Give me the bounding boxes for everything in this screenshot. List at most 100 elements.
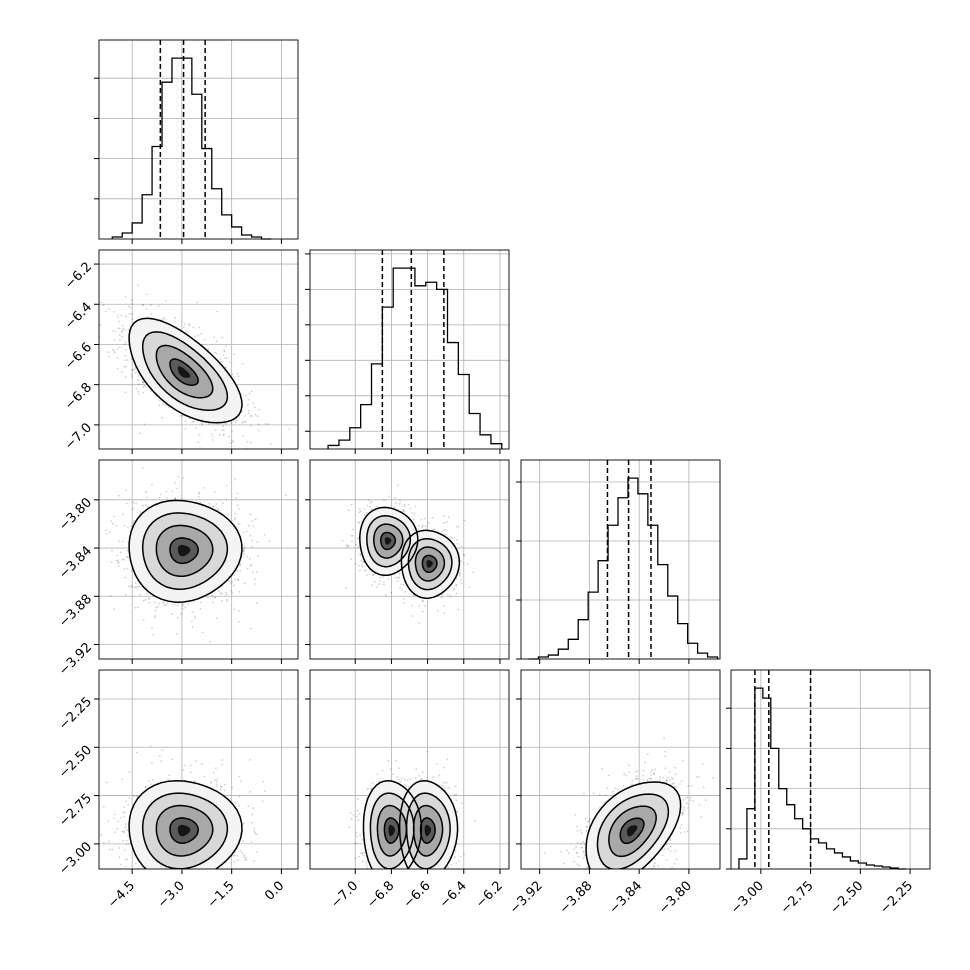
scatter-point bbox=[242, 531, 245, 534]
scatter-point bbox=[109, 595, 112, 597]
scatter-point bbox=[208, 502, 211, 505]
scatter-point bbox=[345, 587, 347, 589]
scatter-point bbox=[180, 612, 182, 615]
scatter-point bbox=[248, 409, 251, 412]
scatter-point bbox=[127, 305, 130, 308]
scatter-point bbox=[207, 348, 210, 351]
scatter-point bbox=[226, 513, 229, 516]
scatter-point bbox=[434, 528, 436, 530]
scatter-point bbox=[239, 564, 242, 567]
scatter-point bbox=[213, 596, 216, 599]
scatter-point bbox=[115, 559, 118, 562]
scatter-point bbox=[350, 558, 352, 561]
scatter-point bbox=[160, 416, 163, 419]
scatter-point bbox=[116, 828, 119, 830]
scatter-point bbox=[174, 497, 177, 500]
scatter-point bbox=[355, 543, 357, 546]
scatter-point bbox=[397, 576, 399, 579]
contour-line bbox=[155, 344, 214, 399]
scatter-point bbox=[176, 487, 179, 490]
scatter-point bbox=[121, 540, 124, 543]
scatter-point bbox=[124, 376, 127, 378]
scatter-point bbox=[121, 324, 124, 327]
scatter-point bbox=[231, 430, 234, 433]
scatter-point bbox=[403, 598, 405, 601]
scatter-point bbox=[201, 631, 204, 634]
scatter-point bbox=[243, 545, 246, 548]
scatter-point bbox=[225, 366, 228, 369]
scatter-point bbox=[242, 549, 245, 552]
scatter-point bbox=[187, 602, 190, 605]
scatter-point bbox=[360, 559, 363, 562]
scatter-point bbox=[394, 502, 397, 504]
scatter-point bbox=[111, 549, 113, 552]
scatter-point bbox=[407, 503, 410, 506]
scatter-point bbox=[113, 311, 115, 313]
scatter-point bbox=[164, 299, 167, 302]
scatter-point bbox=[250, 424, 253, 427]
scatter-point bbox=[144, 599, 147, 601]
panel-contents bbox=[100, 745, 266, 869]
scatter-point bbox=[421, 599, 424, 602]
scatter-point bbox=[117, 565, 120, 567]
scatter-point bbox=[163, 600, 165, 603]
scatter-point bbox=[233, 584, 236, 587]
scatter-point bbox=[363, 514, 366, 517]
axes-frame bbox=[98, 459, 299, 660]
scatter-point bbox=[413, 512, 416, 515]
scatter-point bbox=[225, 498, 228, 500]
scatter-point bbox=[418, 605, 420, 607]
scatter-point bbox=[127, 803, 130, 806]
scatter-point bbox=[388, 495, 390, 498]
scatter-point bbox=[452, 588, 455, 591]
scatter-point bbox=[165, 496, 168, 499]
scatter-point bbox=[414, 505, 417, 508]
scatter-point bbox=[121, 778, 124, 781]
scatter-point bbox=[383, 583, 385, 586]
contour-line bbox=[414, 546, 446, 582]
scatter-point bbox=[364, 569, 367, 571]
scatter-point bbox=[220, 361, 223, 363]
scatter-point bbox=[246, 440, 249, 443]
scatter-point bbox=[139, 511, 142, 513]
scatter-point bbox=[124, 343, 126, 346]
scatter-point bbox=[231, 592, 234, 594]
scatter-point bbox=[126, 555, 128, 558]
scatter-point bbox=[226, 600, 229, 603]
scatter-point bbox=[375, 505, 378, 508]
scatter-point bbox=[351, 540, 353, 543]
scatter-point bbox=[215, 617, 218, 620]
scatter-point bbox=[124, 858, 127, 861]
scatter-point bbox=[241, 362, 244, 365]
scatter-point bbox=[350, 535, 353, 537]
scatter-point bbox=[359, 553, 362, 556]
scatter-point bbox=[193, 615, 196, 618]
scatter-point bbox=[370, 508, 373, 510]
contour-line bbox=[380, 531, 397, 551]
panel-contents bbox=[341, 484, 475, 625]
scatter-point bbox=[246, 555, 249, 558]
scatter-point bbox=[447, 593, 449, 596]
scatter-point bbox=[184, 427, 187, 430]
scatter-point bbox=[123, 806, 125, 808]
scatter-point bbox=[132, 501, 135, 504]
scatter-point bbox=[411, 604, 413, 607]
scatter-point bbox=[125, 315, 127, 318]
scatter-point bbox=[194, 760, 197, 762]
scatter-point bbox=[427, 521, 430, 524]
scatter-point bbox=[176, 604, 179, 607]
scatter-point bbox=[134, 582, 137, 584]
scatter-point bbox=[230, 589, 233, 592]
scatter-point bbox=[257, 429, 260, 432]
scatter-point bbox=[126, 359, 129, 362]
scatter-point bbox=[104, 310, 107, 313]
scatter-point bbox=[198, 491, 201, 494]
scatter-point bbox=[455, 525, 458, 528]
scatter-point bbox=[133, 519, 136, 522]
scatter-point bbox=[358, 569, 361, 572]
scatter-point bbox=[241, 411, 244, 413]
scatter-point bbox=[143, 423, 146, 426]
scatter-point bbox=[236, 372, 239, 375]
scatter-point bbox=[248, 558, 251, 560]
scatter-point bbox=[201, 423, 203, 426]
